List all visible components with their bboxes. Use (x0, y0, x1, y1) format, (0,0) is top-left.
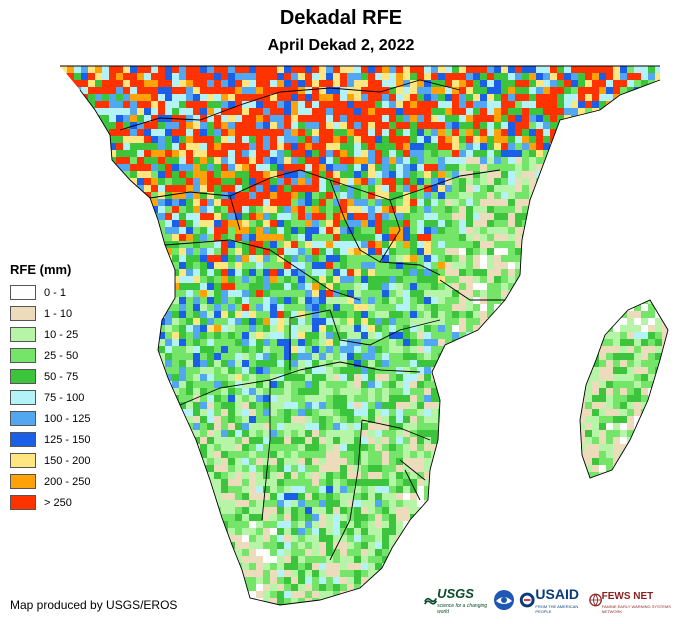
legend-swatch (10, 369, 36, 384)
fews-net-tagline: FAMINE EARLY WARNING SYSTEMS NETWORK (601, 604, 671, 614)
map-title: Dekadal RFE (279, 7, 403, 29)
madagascar-outline (579, 299, 669, 479)
legend-item: 100 - 125 (10, 408, 130, 429)
noaa-logo (493, 589, 515, 611)
legend-label: 25 - 50 (44, 349, 79, 362)
legend-item: 125 - 150 (10, 429, 130, 450)
usgs-text: USGS (437, 586, 474, 601)
legend-label: 200 - 250 (44, 475, 91, 488)
usaid-seal-icon (519, 592, 535, 608)
legend-title: RFE (mm) (10, 262, 72, 277)
legend-label: 0 - 1 (44, 286, 67, 299)
legend-items: 0 - 1 1 - 10 10 - 25 25 - 50 50 - 75 75 - 100… (10, 282, 130, 513)
legend-swatch (10, 390, 36, 405)
usaid-tagline: FROM THE AMERICAN PEOPLE (535, 604, 579, 614)
usgs-wave-icon (424, 597, 438, 605)
legend-item: 1 - 10 (10, 303, 130, 324)
legend-label: 75 - 100 (44, 391, 85, 404)
legend-item: 25 - 50 (10, 345, 130, 366)
legend-item: > 250 (10, 492, 130, 513)
legend-label: 150 - 200 (44, 454, 91, 467)
legend-label: 100 - 125 (44, 412, 91, 425)
usgs-tagline: science for a changing world (437, 603, 488, 615)
fews-net-text: FEWS NET (601, 591, 654, 602)
border-lines (119, 79, 505, 561)
legend-label: 1 - 10 (44, 307, 73, 320)
legend-label: > 250 (44, 496, 72, 509)
rainfall-cells (60, 66, 668, 605)
legend-item: 10 - 25 (10, 324, 130, 345)
legend-item: 150 - 200 (10, 450, 130, 471)
legend-item: 200 - 250 (10, 471, 130, 492)
legend-swatch (10, 495, 36, 510)
legend-item: 75 - 100 (10, 387, 130, 408)
legend-label: 10 - 25 (44, 328, 79, 341)
legend-swatch (10, 348, 36, 363)
credit-text: Map produced by USGS/EROS (10, 598, 178, 612)
usaid-logo: USAID FROM THE AMERICAN PEOPLE (519, 586, 584, 614)
legend-swatch (10, 411, 36, 426)
usgs-logo: USGS science for a changing world (424, 585, 489, 615)
legend-label: 50 - 75 (44, 370, 79, 383)
legend-swatch (10, 474, 36, 489)
legend-swatch (10, 285, 36, 300)
partner-logos: USGS science for a changing world USAID … (424, 585, 676, 615)
legend-item: 50 - 75 (10, 366, 130, 387)
map-subtitle: April Dekad 2, 2022 (267, 37, 415, 54)
country-borders (60, 65, 669, 606)
legend-item: 0 - 1 (10, 282, 130, 303)
legend-label: 125 - 150 (44, 433, 91, 446)
legend-swatch (10, 432, 36, 447)
continent-outline (60, 65, 661, 606)
fews-net-logo: FEWS NET FAMINE EARLY WARNING SYSTEMS NE… (588, 586, 677, 614)
legend: RFE (mm) 0 - 1 1 - 10 10 - 25 25 - 50 50 - 7… (10, 262, 130, 513)
legend-swatch (10, 453, 36, 468)
noaa-globe-icon (494, 590, 515, 610)
fews-net-globe-icon (588, 593, 602, 607)
legend-swatch (10, 327, 36, 342)
usaid-text: USAID (535, 586, 579, 602)
legend-swatch (10, 306, 36, 321)
